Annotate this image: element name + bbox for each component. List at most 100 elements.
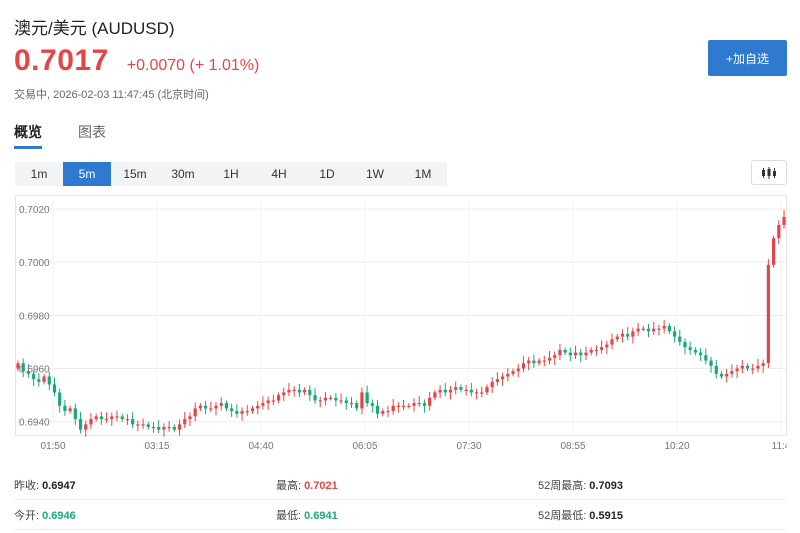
candle-body [16, 363, 20, 369]
candle-body [474, 392, 479, 394]
candle-body [641, 328, 645, 330]
candle-body [501, 376, 505, 380]
y-tick-label: 0.6980 [19, 311, 50, 322]
price-change: +0.0070 (+ 1.01%) [126, 57, 260, 74]
candle-body [99, 416, 103, 420]
timeframe-1h[interactable]: 1H [223, 167, 239, 181]
candle-body [766, 264, 770, 364]
candle-body [714, 365, 718, 374]
candle-body [89, 419, 93, 425]
candle-body [485, 387, 489, 393]
stat-52w-low: 52周最低: 0.5915 [538, 509, 623, 522]
price-row: 0.7017 +0.0070 (+ 1.01%) [14, 44, 259, 78]
candle-body [209, 408, 213, 410]
candle-body [412, 403, 416, 406]
x-tick-label: 01:50 [40, 441, 65, 452]
candle-body [605, 344, 609, 348]
stat-high: 最高: 0.7021 [276, 479, 338, 492]
candle-body [386, 411, 390, 413]
timeframe-30m[interactable]: 30m [171, 167, 195, 181]
stat-52w-high: 52周最高: 0.7093 [538, 479, 623, 492]
candle-body [329, 397, 333, 399]
candle-body [745, 365, 750, 369]
candle-body [84, 424, 88, 430]
stat-open: 今开: 0.6946 [14, 509, 76, 522]
candle-body [433, 392, 437, 398]
candle-body [688, 347, 692, 350]
candle-body [308, 389, 312, 396]
candle-body [287, 389, 291, 393]
candle-body [219, 403, 223, 406]
candle-body [157, 427, 161, 430]
candle-body [37, 379, 41, 382]
candle-body [32, 373, 36, 380]
candle-body [115, 416, 119, 418]
candle-body [756, 365, 760, 369]
candle-body [26, 371, 31, 374]
candle-body [422, 403, 427, 406]
x-tick-label: 07:30 [456, 441, 481, 452]
tab-chart[interactable]: 图表 [78, 124, 106, 140]
tab-overview[interactable]: 概览 [14, 124, 42, 140]
timeframe-1m[interactable]: 1m [30, 167, 48, 181]
candle-body [151, 427, 156, 429]
add-watchlist-button[interactable]: +加自选 [708, 40, 787, 76]
candle-body [198, 405, 202, 409]
candle-body [42, 376, 46, 382]
candle-body [490, 381, 494, 388]
stats-panel: 昨收: 0.6947 最高: 0.7021 52周最高: 0.7093 今开: … [14, 470, 786, 530]
candle-body [761, 363, 765, 366]
candle-body [240, 411, 244, 414]
candle-body [292, 389, 296, 391]
candle-body [214, 405, 218, 409]
y-tick-label: 0.6940 [19, 418, 50, 429]
candle-body [704, 355, 708, 361]
candle-body [730, 371, 734, 374]
candle-body [323, 397, 328, 401]
x-tick-label: 11:4 [772, 441, 787, 452]
stats-row: 今开: 0.6946 最低: 0.6941 52周最低: 0.5915 [14, 500, 786, 530]
candle-body [672, 331, 677, 337]
candle-body [224, 403, 229, 409]
candle-body [271, 400, 275, 402]
stats-row: 昨收: 0.6947 最高: 0.7021 52周最高: 0.7093 [14, 470, 786, 500]
candle-body [47, 376, 51, 385]
candle-body [584, 352, 588, 356]
candle-body [339, 400, 343, 402]
candle-body [318, 400, 322, 402]
price-chart[interactable]: 0.7020 0.7000 0.6980 0.6960 0.6940 01:50 03:15… [15, 195, 787, 460]
timeframe-1mo[interactable]: 1M [414, 167, 432, 181]
candle-body [579, 352, 583, 356]
candle-body [735, 368, 739, 372]
candle-body [537, 360, 541, 364]
candle-body [349, 403, 354, 405]
candle-body [355, 403, 359, 409]
timeframe-5m[interactable]: 5m [63, 162, 111, 186]
candle-body [52, 384, 57, 393]
y-tick-label: 0.6960 [19, 365, 50, 376]
timeframe-15m[interactable]: 15m [123, 167, 147, 181]
candle-body [193, 408, 197, 417]
candle-body [120, 416, 124, 420]
candle-body [162, 427, 166, 430]
x-tick-label: 04:40 [248, 441, 273, 452]
candle-body [699, 352, 703, 356]
chart-type-button[interactable] [751, 160, 787, 185]
timeframe-1w[interactable]: 1W [366, 167, 384, 181]
candlestick-icon [762, 166, 776, 179]
candle-body [370, 403, 374, 406]
candle-body [527, 360, 531, 364]
candle-body [375, 405, 380, 414]
candle-body [610, 339, 614, 345]
candle-body [344, 400, 348, 404]
candle-body [740, 365, 744, 369]
candle-body [391, 405, 395, 412]
candle-body [620, 333, 625, 337]
candle-body [297, 389, 301, 393]
timeframe-4h[interactable]: 4H [271, 167, 287, 181]
timeframe-selector: 1m 5m 15m 30m 1H 4H 1D 1W 1M [15, 162, 447, 186]
candle-body [167, 427, 171, 429]
timeframe-1d[interactable]: 1D [319, 167, 335, 181]
stat-prev-close: 昨收: 0.6947 [14, 479, 76, 492]
stat-low: 最低: 0.6941 [276, 509, 338, 522]
